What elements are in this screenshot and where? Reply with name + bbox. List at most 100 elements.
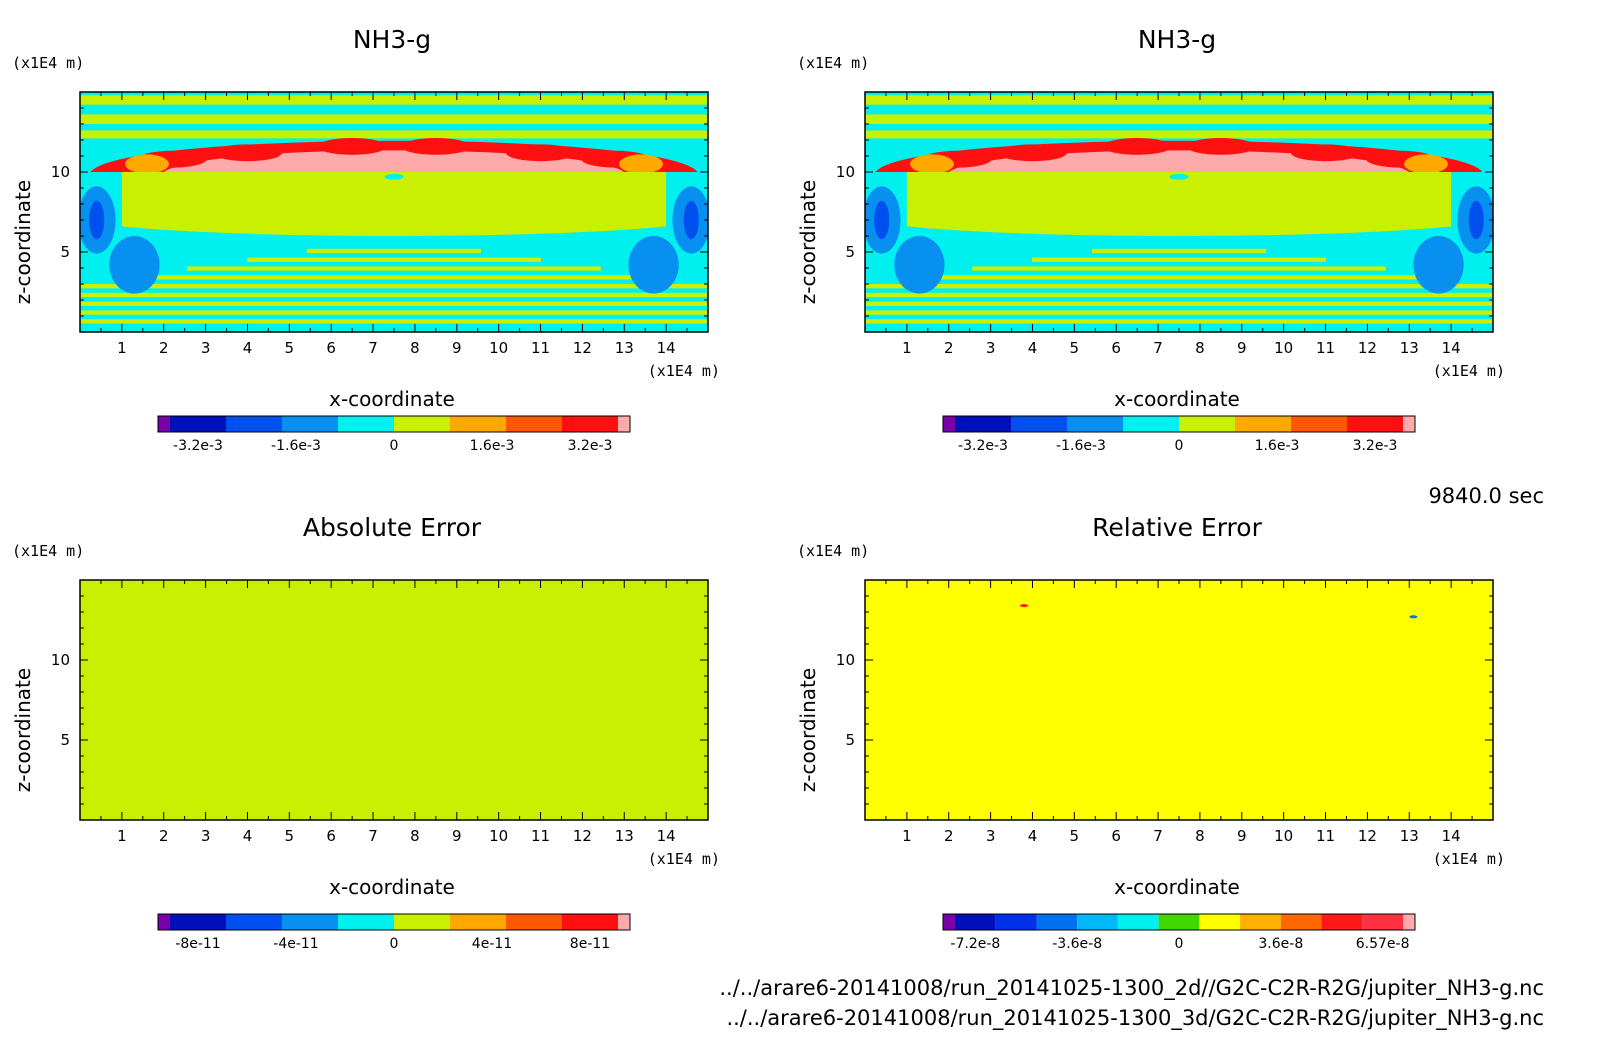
x-tick-label: 3 xyxy=(201,339,211,357)
x-tick-label: 7 xyxy=(1153,339,1163,357)
x-tick-label: 9 xyxy=(1237,339,1247,357)
footer-file-3d: ../../arare6-20141008/run_20141025-1300_… xyxy=(726,1006,1544,1030)
y-unit-label: (x1E4 m) xyxy=(12,54,84,72)
x-tick-label: 7 xyxy=(368,827,378,845)
contour-band xyxy=(80,284,708,289)
y-unit-label: (x1E4 m) xyxy=(12,542,84,560)
x-tick-label: 2 xyxy=(159,339,169,357)
x-tick-label: 5 xyxy=(285,827,295,845)
contour-band xyxy=(125,154,169,174)
y-tick-label: 10 xyxy=(51,651,70,669)
colorbar-swatch xyxy=(1291,416,1347,432)
contour-band xyxy=(865,301,1493,306)
contour-band xyxy=(187,266,601,271)
contour-band xyxy=(972,266,1386,271)
contour-band xyxy=(121,172,667,236)
error-spot xyxy=(1409,615,1418,619)
x-tick-label: 7 xyxy=(368,339,378,357)
colorbar-swatch xyxy=(1362,914,1403,930)
colorbar-swatch xyxy=(226,416,282,432)
error-spot xyxy=(1020,604,1029,608)
x-tick-label: 6 xyxy=(326,339,336,357)
x-tick-label: 10 xyxy=(489,339,508,357)
x-tick-label: 6 xyxy=(326,827,336,845)
contour-band xyxy=(80,301,708,306)
contour-band xyxy=(80,95,708,105)
x-tick-label: 1 xyxy=(902,339,912,357)
colorbar-swatch xyxy=(1123,416,1179,432)
y-tick-label: 10 xyxy=(836,651,855,669)
contour-band xyxy=(997,144,1068,162)
colorbar-swatch xyxy=(943,416,955,432)
x-tick-label: 5 xyxy=(1070,339,1080,357)
x-tick-label: 2 xyxy=(944,339,954,357)
x-tick-label: 3 xyxy=(201,827,211,845)
y-tick-label: 10 xyxy=(836,163,855,181)
contour-fill xyxy=(865,580,1493,820)
x-axis-label: x-coordinate xyxy=(329,387,455,411)
x-tick-label: 12 xyxy=(1358,827,1377,845)
contour-band xyxy=(865,319,1493,324)
colorbar-label: -7.2e-8 xyxy=(950,936,1000,952)
x-tick-label: 9 xyxy=(452,827,462,845)
y-tick-label: 5 xyxy=(845,731,855,749)
x-tick-label: 8 xyxy=(410,827,420,845)
colorbar-swatch xyxy=(1067,416,1123,432)
colorbar-label: 0 xyxy=(1175,438,1184,454)
colorbar-swatch xyxy=(1179,416,1235,432)
colorbar-label: 6.57e-8 xyxy=(1356,936,1410,952)
contour-band xyxy=(683,200,699,240)
x-tick-label: 14 xyxy=(657,339,676,357)
contour-band xyxy=(1186,138,1256,155)
x-unit-label: (x1E4 m) xyxy=(648,850,720,868)
x-axis-label: x-coordinate xyxy=(1114,875,1240,899)
colorbar-swatch xyxy=(1321,914,1363,930)
colorbar-frame xyxy=(157,415,631,433)
contour-band xyxy=(1290,144,1361,162)
colorbar-swatch xyxy=(955,416,1011,432)
contour-band xyxy=(619,154,663,174)
colorbar-label: -8e-11 xyxy=(175,936,220,952)
x-tick-label: 4 xyxy=(243,827,253,845)
x-tick-label: 13 xyxy=(1400,827,1419,845)
colorbar-label: 1.6e-3 xyxy=(1255,438,1300,454)
contour-band xyxy=(910,154,954,174)
contour-band xyxy=(1404,154,1448,174)
x-tick-label: 12 xyxy=(1358,339,1377,357)
colorbar-label: -1.6e-3 xyxy=(1056,438,1106,454)
colorbar-label: 3.2e-3 xyxy=(568,438,613,454)
x-tick-label: 11 xyxy=(1316,827,1335,845)
x-tick-label: 4 xyxy=(243,339,253,357)
colorbar-swatch xyxy=(1036,914,1078,930)
contour-band xyxy=(247,257,541,262)
colorbar-label: 0 xyxy=(390,438,399,454)
contour-band xyxy=(80,130,708,139)
contour-band xyxy=(306,248,482,254)
contour-band xyxy=(505,144,576,162)
colorbar-swatch xyxy=(450,416,506,432)
contour-band xyxy=(80,319,708,324)
colorbar-swatch xyxy=(170,914,226,930)
x-tick-label: 6 xyxy=(1111,339,1121,357)
panel-title: Relative Error xyxy=(1092,513,1262,542)
colorbar-label: 3.6e-8 xyxy=(1258,936,1303,952)
contour-band xyxy=(212,144,283,162)
colorbar-label: 0 xyxy=(390,936,399,952)
x-tick-label: 8 xyxy=(410,339,420,357)
colorbar-swatch xyxy=(955,914,996,930)
contour-band xyxy=(1468,200,1484,240)
x-tick-label: 1 xyxy=(902,827,912,845)
y-unit-label: (x1E4 m) xyxy=(797,542,869,560)
colorbar-swatch xyxy=(1235,416,1291,432)
x-tick-label: 10 xyxy=(1274,339,1293,357)
x-tick-label: 4 xyxy=(1028,339,1038,357)
x-tick-label: 14 xyxy=(657,827,676,845)
contour-fill xyxy=(80,580,708,820)
footer-file-2d: ../../arare6-20141008/run_20141025-1300_… xyxy=(719,976,1544,1000)
colorbar-swatch xyxy=(1117,914,1159,930)
colorbar-swatch xyxy=(1347,416,1403,432)
contour-band xyxy=(906,172,1452,236)
colorbar-swatch xyxy=(1280,914,1322,930)
x-tick-label: 3 xyxy=(986,827,996,845)
